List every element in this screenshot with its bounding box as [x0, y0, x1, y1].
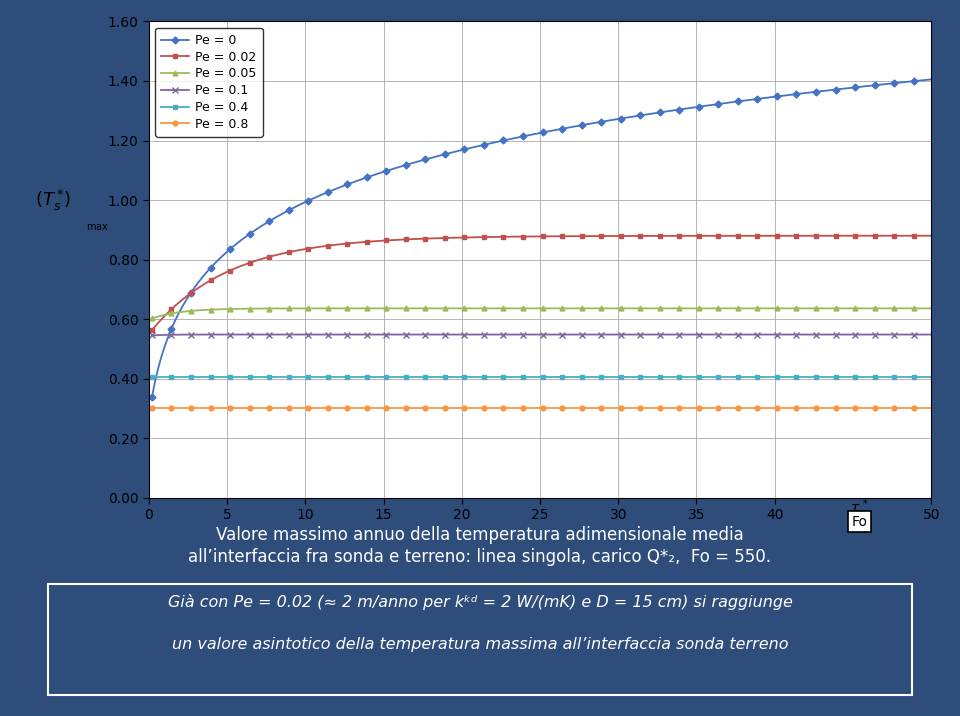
- Pe = 0.4: [925, 373, 937, 382]
- Pe = 0.8: [455, 403, 467, 412]
- Pe = 0: [712, 100, 724, 108]
- Pe = 0.02: [708, 231, 720, 240]
- Pe = 0: [240, 233, 252, 241]
- Pe = 0.05: [925, 304, 937, 313]
- Text: Fo: Fo: [852, 515, 867, 529]
- Pe = 0.1: [925, 330, 937, 339]
- Pe = 0.8: [146, 403, 157, 412]
- Pe = 0.4: [455, 373, 467, 382]
- Pe = 0.4: [636, 373, 648, 382]
- Pe = 0.02: [240, 260, 252, 268]
- Pe = 0: [708, 100, 720, 109]
- Pe = 0.02: [925, 231, 937, 240]
- Pe = 0.8: [240, 403, 252, 412]
- Pe = 0.02: [146, 326, 157, 334]
- Pe = 0.02: [712, 231, 724, 240]
- Line: Pe = 0.4: Pe = 0.4: [150, 374, 934, 379]
- Pe = 0.05: [146, 314, 157, 323]
- Line: Pe = 0.8: Pe = 0.8: [150, 405, 934, 410]
- Text: un valore asintotico della temperatura massima all’interfaccia sonda terreno: un valore asintotico della temperatura m…: [172, 637, 788, 652]
- Pe = 0.05: [708, 304, 720, 313]
- Pe = 0.1: [561, 330, 572, 339]
- Pe = 0.4: [708, 373, 720, 382]
- Pe = 0.8: [400, 403, 412, 412]
- Pe = 0.4: [712, 373, 724, 382]
- Pe = 0: [146, 393, 157, 402]
- Pe = 0.05: [240, 304, 252, 313]
- Line: Pe = 0: Pe = 0: [150, 77, 934, 400]
- Pe = 0.02: [400, 235, 412, 243]
- Pe = 0.8: [925, 403, 937, 412]
- Pe = 0.1: [400, 330, 412, 339]
- Line: Pe = 0.05: Pe = 0.05: [150, 306, 934, 321]
- Pe = 0: [400, 160, 412, 169]
- Pe = 0: [455, 146, 467, 155]
- Pe = 0.05: [455, 304, 467, 313]
- Pe = 0.05: [636, 304, 648, 313]
- Pe = 0: [925, 75, 937, 84]
- Pe = 0.1: [240, 330, 252, 339]
- Pe = 0.1: [638, 330, 650, 339]
- Pe = 0.02: [455, 233, 467, 242]
- Pe = 0.1: [710, 330, 722, 339]
- Pe = 0.4: [146, 373, 157, 382]
- Text: Valore massimo annuo della temperatura adimensionale media: Valore massimo annuo della temperatura a…: [216, 526, 744, 544]
- Pe = 0.8: [712, 403, 724, 412]
- Text: $(T_s^*\!)$: $(T_s^*\!)$: [36, 188, 70, 213]
- Line: Pe = 0.1: Pe = 0.1: [149, 332, 934, 339]
- Pe = 0.8: [636, 403, 648, 412]
- Line: Pe = 0.02: Pe = 0.02: [150, 233, 934, 332]
- Legend: Pe = 0, Pe = 0.02, Pe = 0.05, Pe = 0.1, Pe = 0.4, Pe = 0.8: Pe = 0, Pe = 0.02, Pe = 0.05, Pe = 0.1, …: [156, 28, 263, 137]
- Pe = 0.1: [146, 332, 157, 340]
- Text: Già con Pe = 0.02 (≈ 2 m/anno per kᵏᵈ = 2 W/(mK) e D = 15 cm) si raggiunge: Già con Pe = 0.02 (≈ 2 m/anno per kᵏᵈ = …: [168, 594, 792, 610]
- Pe = 0.4: [400, 373, 412, 382]
- Pe = 0.8: [708, 403, 720, 412]
- Text: all’interfaccia fra sonda e terreno: linea singola, carico Q*₂,  Fo = 550.: all’interfaccia fra sonda e terreno: lin…: [188, 548, 772, 566]
- Pe = 0.4: [240, 373, 252, 382]
- Text: $\tau\,^*$: $\tau\,^*$: [850, 498, 869, 516]
- Pe = 0.05: [400, 304, 412, 313]
- Pe = 0.05: [712, 304, 724, 313]
- Pe = 0: [636, 111, 648, 120]
- Pe = 0.1: [714, 330, 726, 339]
- Text: $_{\rm max}$: $_{\rm max}$: [86, 218, 109, 233]
- Pe = 0.02: [636, 232, 648, 241]
- Pe = 0.1: [455, 330, 467, 339]
